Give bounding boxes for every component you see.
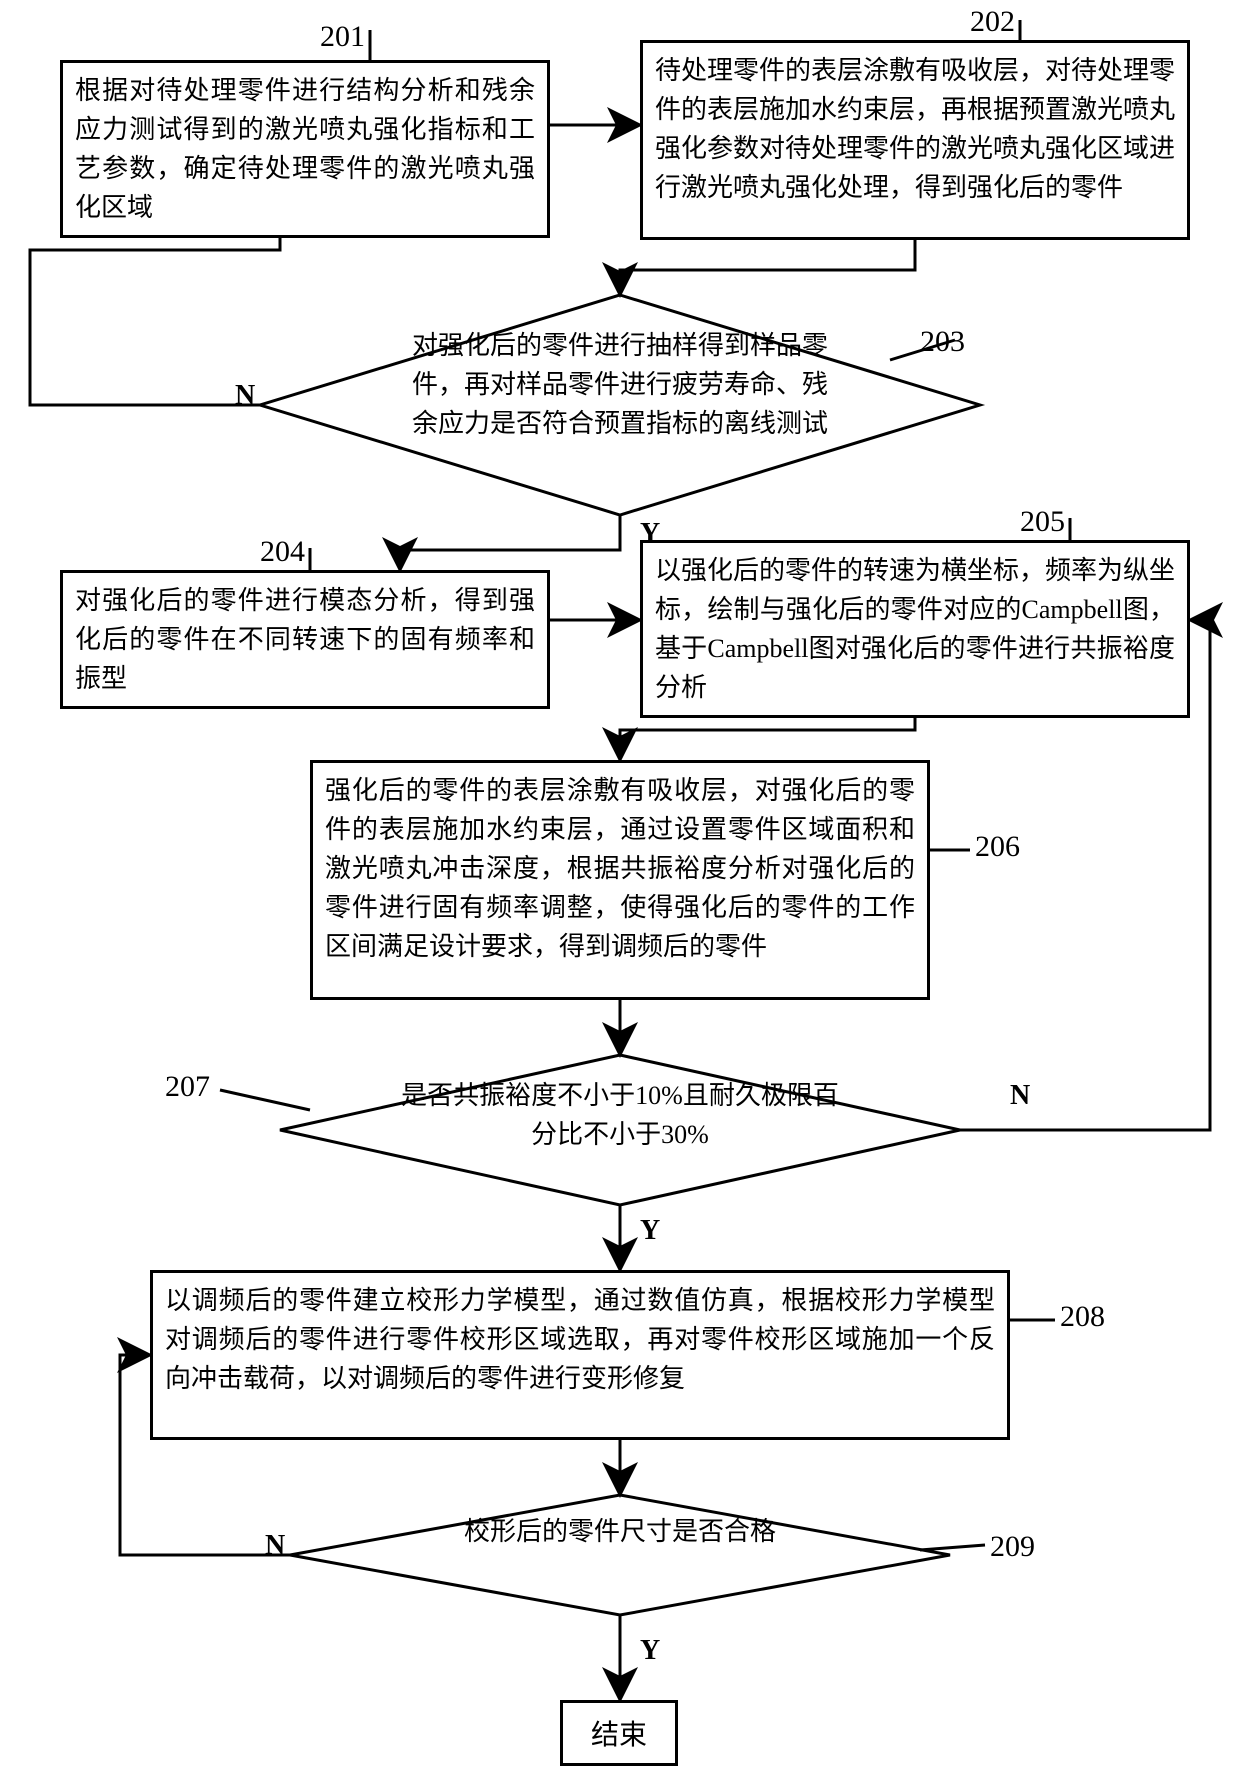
label-207: 207 — [165, 1070, 210, 1104]
yn-n-207: N — [1010, 1080, 1030, 1112]
yn-y-207: Y — [640, 1215, 660, 1247]
step-205-box: 以强化后的零件的转速为横坐标，频率为纵坐标，绘制与强化后的零件对应的Campbe… — [640, 540, 1190, 718]
label-204: 204 — [260, 535, 305, 569]
decision-203-text: 对强化后的零件进行抽样得到样品零件，再对样品零件进行疲劳寿命、残余应力是否符合预… — [400, 326, 840, 443]
label-206: 206 — [975, 830, 1020, 864]
label-208: 208 — [1060, 1300, 1105, 1334]
end-box: 结束 — [560, 1700, 678, 1766]
yn-n-203: N — [235, 380, 255, 412]
label-205: 205 — [1020, 505, 1065, 539]
label-203: 203 — [920, 325, 965, 359]
yn-y-203: Y — [640, 518, 660, 550]
label-201: 201 — [320, 20, 365, 54]
step-201-box: 根据对待处理零件进行结构分析和残余应力测试得到的激光喷丸强化指标和工艺参数，确定… — [60, 60, 550, 238]
step-202-box: 待处理零件的表层涂敷有吸收层，对待处理零件的表层施加水约束层，再根据预置激光喷丸… — [640, 40, 1190, 240]
step-206-box: 强化后的零件的表层涂敷有吸收层，对强化后的零件的表层施加水约束层，通过设置零件区… — [310, 760, 930, 1000]
yn-y-209: Y — [640, 1635, 660, 1667]
yn-n-209: N — [265, 1530, 285, 1562]
decision-207-text: 是否共振裕度不小于10%且耐久极限百分比不小于30% — [390, 1076, 850, 1154]
label-209: 209 — [990, 1530, 1035, 1564]
step-208-box: 以调频后的零件建立校形力学模型，通过数值仿真，根据校形力学模型对调频后的零件进行… — [150, 1270, 1010, 1440]
step-204-box: 对强化后的零件进行模态分析，得到强化后的零件在不同转速下的固有频率和振型 — [60, 570, 550, 709]
decision-209-text: 校形后的零件尺寸是否合格 — [410, 1512, 830, 1551]
label-202: 202 — [970, 5, 1015, 39]
